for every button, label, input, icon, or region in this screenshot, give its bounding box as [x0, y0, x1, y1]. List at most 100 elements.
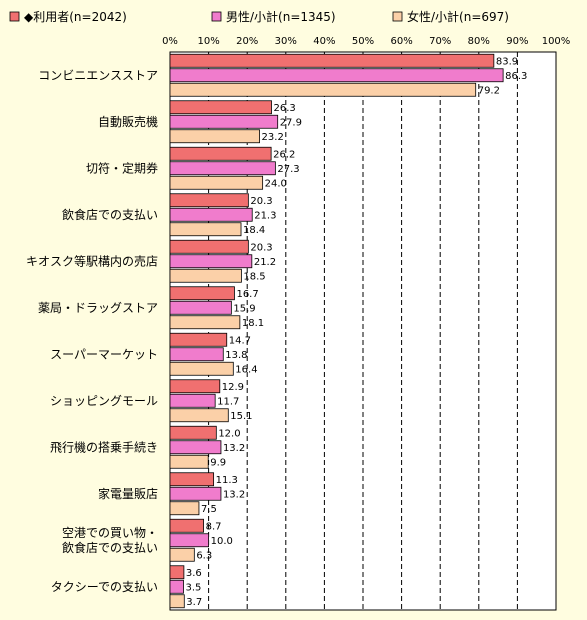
bar: [169, 501, 200, 516]
data-label: 9.9: [210, 457, 226, 468]
data-label: 79.2: [478, 85, 500, 96]
bar: [169, 518, 204, 533]
data-label: 16.4: [235, 364, 257, 375]
data-label: 24.0: [265, 178, 287, 189]
bar: [169, 207, 253, 222]
legend-swatch: [9, 11, 20, 22]
data-label: 8.7: [206, 521, 222, 532]
bar: [169, 82, 477, 97]
data-label: 86.3: [505, 71, 527, 82]
bar: [169, 408, 229, 423]
bar: [169, 347, 224, 362]
category-label: 飛行機の搭乗手続き: [50, 439, 158, 454]
data-label: 16.7: [236, 289, 258, 300]
data-label: 15.9: [233, 303, 255, 314]
bar: [169, 594, 185, 609]
bar: [169, 472, 215, 487]
category-label: 家電量販店: [98, 486, 158, 501]
x-tick-label: 90%: [506, 36, 528, 47]
data-label: 12.0: [218, 428, 240, 439]
category-label: 空港での買い物・: [62, 526, 158, 540]
x-tick-label: 80%: [468, 36, 490, 47]
x-tick-label: 50%: [352, 36, 374, 47]
bar: [169, 53, 495, 68]
data-label: 83.9: [496, 56, 518, 67]
category-label: 飲食店での支払い: [62, 207, 158, 222]
bar: [169, 361, 234, 376]
bar: [169, 239, 249, 254]
bar: [169, 425, 217, 440]
data-label: 27.9: [280, 117, 302, 128]
bar: [169, 268, 242, 283]
category-label: ショッピングモール: [50, 394, 158, 408]
data-label: 20.3: [250, 242, 272, 253]
category-label: キオスク等駅構内の売店: [26, 253, 158, 268]
data-label: 21.3: [254, 210, 276, 221]
x-tick-label: 60%: [390, 36, 412, 47]
bar: [169, 486, 222, 501]
legend-label: 男性/小計(n=1345): [226, 9, 336, 24]
bar: [169, 565, 185, 580]
category-label: 飲食店での支払い: [62, 540, 158, 555]
data-label: 18.5: [243, 271, 265, 282]
bar: [169, 332, 228, 347]
bar: [169, 579, 184, 594]
data-label: 21.2: [254, 257, 276, 268]
data-label: 11.7: [217, 396, 239, 407]
x-tick-label: 0%: [162, 36, 178, 47]
category-label: 薬局・ドラッグストア: [38, 301, 158, 315]
category-label: 自動販売機: [98, 114, 158, 129]
legend-label: ◆利用者(n=2042): [24, 10, 127, 24]
data-label: 26.2: [273, 149, 295, 160]
category-label: タクシーでの支払い: [51, 580, 158, 594]
data-label: 3.5: [186, 582, 202, 593]
x-tick-label: 70%: [429, 36, 451, 47]
category-label: 切符・定期券: [86, 160, 158, 175]
data-label: 14.7: [229, 335, 251, 346]
bar: [169, 222, 242, 237]
bar: [169, 161, 276, 176]
bar: [169, 175, 264, 190]
bar: [169, 300, 232, 315]
data-label: 13.8: [225, 350, 247, 361]
x-tick-label: 10%: [197, 36, 219, 47]
data-label: 6.3: [196, 550, 212, 561]
x-tick-label: 40%: [313, 36, 335, 47]
data-label: 26.3: [274, 103, 296, 114]
data-label: 13.2: [223, 443, 245, 454]
bar: [169, 393, 216, 408]
data-label: 3.7: [186, 597, 202, 608]
bar: [169, 193, 249, 208]
data-label: 15.1: [230, 411, 252, 422]
data-label: 27.3: [277, 164, 299, 175]
x-tick-label: 20%: [236, 36, 258, 47]
legend-swatch: [211, 11, 222, 22]
data-label: 23.2: [262, 132, 284, 143]
bar: [169, 533, 209, 548]
data-label: 20.3: [250, 196, 272, 207]
bar: [169, 114, 279, 129]
category-label: スーパーマーケット: [50, 347, 158, 361]
bar: [169, 286, 235, 301]
bar: [169, 68, 504, 83]
legend-swatch: [392, 11, 403, 22]
bar: [169, 146, 272, 161]
data-label: 18.4: [243, 225, 265, 236]
data-label: 13.2: [223, 489, 245, 500]
bar: [169, 454, 209, 469]
bar: [169, 129, 260, 144]
data-label: 10.0: [211, 536, 233, 547]
category-label: コンビニエンスストア: [38, 68, 158, 82]
x-tick-label: 100%: [542, 36, 571, 47]
legend-label: 女性/小計(n=697): [407, 9, 509, 24]
data-label: 3.6: [186, 568, 202, 579]
bar: [169, 315, 241, 330]
bar: [169, 100, 272, 115]
x-tick-label: 30%: [275, 36, 297, 47]
bar: [169, 254, 253, 269]
bar: [169, 547, 195, 562]
bar: [169, 379, 221, 394]
bar: [169, 440, 222, 455]
data-label: 12.9: [222, 382, 244, 393]
